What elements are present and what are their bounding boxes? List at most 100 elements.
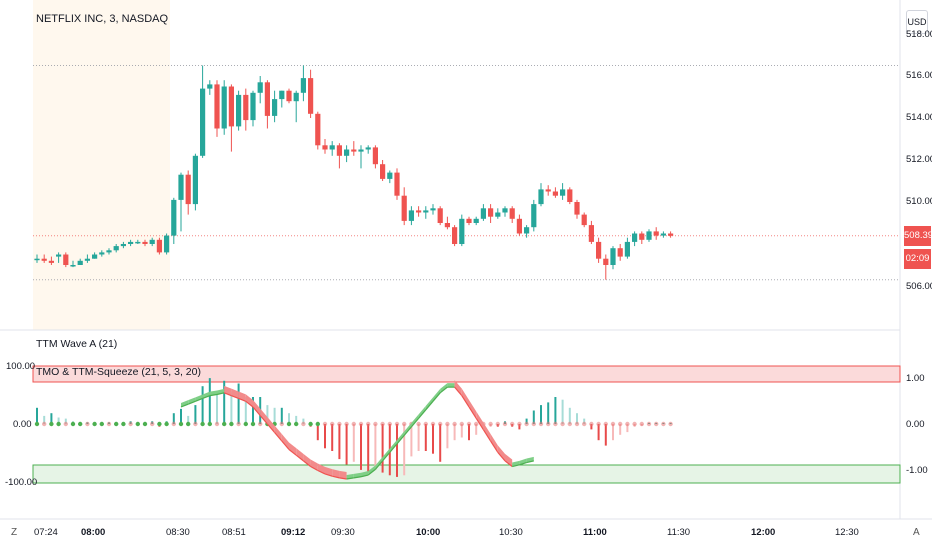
- candle-body: [99, 252, 105, 255]
- squeeze-dot: [560, 421, 565, 427]
- squeeze-dot: [567, 421, 572, 427]
- squeeze-dots: [34, 421, 673, 427]
- price-label-506: 506.00: [906, 281, 932, 292]
- squeeze-dot: [582, 421, 587, 427]
- squeeze-dot: [229, 421, 234, 427]
- wave-line-segment: [396, 434, 405, 445]
- auto-scale-button[interactable]: A: [913, 527, 920, 538]
- time-label-0912: 09:12: [281, 527, 306, 538]
- squeeze-dot: [466, 421, 472, 427]
- squeeze-dot: [186, 421, 191, 427]
- squeeze-dot: [315, 421, 320, 427]
- candle-body: [531, 204, 537, 228]
- candle-body: [192, 155, 198, 205]
- candle-body: [452, 227, 458, 244]
- wave-line-segment: [223, 392, 232, 397]
- candle-body: [560, 189, 566, 196]
- wave-band-segment: [274, 425, 282, 442]
- squeeze-dot: [668, 421, 673, 427]
- candle-body: [63, 254, 69, 265]
- squeeze-dot: [546, 421, 551, 427]
- left-axis-label-minus100: -100.00: [5, 477, 38, 488]
- candle-body: [538, 189, 544, 205]
- wave-band-segment: [289, 442, 297, 456]
- candle-body: [200, 88, 206, 156]
- candle-body: [596, 241, 602, 259]
- price-label-516: 516.00: [906, 70, 932, 81]
- squeeze-dot: [200, 421, 205, 427]
- wave-band-segment: [332, 469, 340, 478]
- wave-band-segment: [461, 388, 469, 407]
- currency-button[interactable]: USD: [906, 10, 928, 34]
- wave-band-segment: [490, 434, 498, 453]
- squeeze-dot: [632, 421, 637, 427]
- candle-body: [509, 208, 515, 219]
- squeeze-dot: [366, 421, 371, 427]
- wave-line-segment: [382, 451, 391, 462]
- tmo-indicator-label[interactable]: TMO & TTM-Squeeze (21, 5, 3, 20): [36, 366, 201, 378]
- candle-body: [480, 208, 486, 219]
- oversold-zone: [32, 464, 901, 484]
- candle-body: [70, 265, 76, 267]
- wave-band-segment: [188, 397, 196, 405]
- wave-band-segment: [505, 453, 513, 467]
- wave-line-segment: [353, 476, 362, 479]
- squeeze-dot: [589, 421, 594, 427]
- wave-indicator-label[interactable]: TTM Wave A (21): [36, 338, 118, 350]
- time-label-1130: 11:30: [667, 527, 691, 538]
- wave-band-segment: [253, 399, 261, 416]
- wave-band-segment: [497, 445, 505, 461]
- candle-body: [77, 260, 83, 265]
- squeeze-dot: [258, 421, 263, 427]
- wave-band-segment: [303, 453, 311, 467]
- wave-line-segment: [403, 426, 412, 436]
- wave-line-segment: [497, 451, 506, 462]
- candle-body: [524, 227, 530, 234]
- wave-line-segment: [490, 440, 499, 453]
- candle-body: [221, 86, 227, 129]
- wave-band-segment: [195, 394, 203, 402]
- wave-line-segment: [512, 464, 520, 468]
- candle-body: [171, 199, 177, 236]
- candle-body: [106, 250, 112, 253]
- candle-body: [437, 208, 443, 223]
- candle-body: [336, 145, 342, 156]
- candle-body: [207, 84, 213, 89]
- wave-band-segment: [202, 391, 210, 399]
- candle-body: [545, 189, 551, 192]
- wave-band-segment: [433, 388, 441, 402]
- wave-line-segment: [339, 477, 347, 480]
- wave-line-segment: [202, 395, 211, 400]
- candle-body: [308, 78, 314, 114]
- wave-band-segment: [339, 470, 347, 479]
- squeeze-dot: [430, 421, 436, 427]
- wave-band-segment: [447, 383, 455, 388]
- squeeze-dot: [380, 421, 385, 427]
- candle-body: [135, 241, 141, 244]
- candle-body: [322, 145, 328, 150]
- candle-body: [632, 233, 638, 242]
- wave-line-segment: [332, 475, 340, 479]
- squeeze-dot: [56, 421, 61, 427]
- candle-body: [444, 223, 450, 228]
- squeeze-dot: [34, 421, 40, 427]
- candle-body: [293, 92, 299, 102]
- candle-body: [185, 174, 191, 205]
- squeeze-dot: [142, 421, 148, 427]
- wave-line-segment: [288, 449, 297, 456]
- candle-body: [178, 174, 184, 200]
- candle-body: [142, 241, 148, 244]
- candle-body: [56, 254, 62, 257]
- wave-line-segment: [360, 474, 369, 478]
- squeeze-dot: [654, 421, 659, 427]
- squeeze-dot: [618, 421, 623, 427]
- candle-body: [149, 239, 155, 244]
- candle-body: [243, 94, 249, 121]
- candle-body: [214, 84, 220, 129]
- candle-body: [394, 172, 400, 196]
- candle-body: [653, 231, 659, 236]
- wave-line-segment: [461, 395, 470, 408]
- wave-band-segment: [418, 405, 426, 419]
- zoom-reset-button[interactable]: Z: [11, 527, 18, 538]
